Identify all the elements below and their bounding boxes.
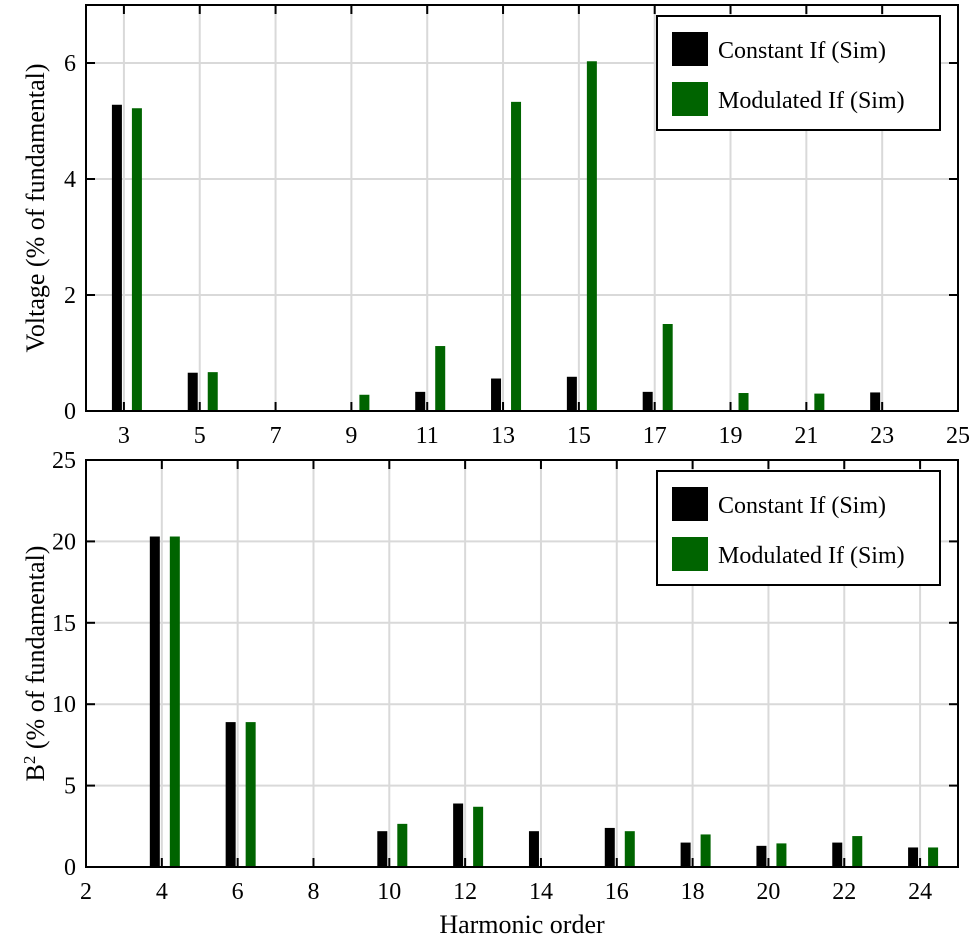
bar-modulated [435, 346, 446, 411]
x-tick-label: 22 [832, 879, 856, 905]
x-tick-label: 16 [605, 879, 629, 905]
bar-modulated [473, 806, 484, 867]
legend: Constant If (Sim) Modulated If (Sim) [656, 15, 941, 131]
chart-panel-1: 3 5 7 9 11 13 15 17 19 21 23 25 0 2 4 6 Voltage (% of fu… [21, 4, 969, 449]
y-tick-label: 0 [64, 399, 76, 425]
x-tick-label: 14 [529, 879, 553, 905]
x-tick-label: 8 [307, 879, 319, 905]
bar-constant [528, 831, 539, 867]
bar-modulated [928, 847, 939, 867]
bar-modulated [662, 324, 673, 411]
x-tick-label: 20 [756, 879, 780, 905]
bar-constant [415, 391, 426, 411]
x-tick-label: 24 [908, 879, 932, 905]
x-tick-label: 10 [377, 879, 401, 905]
plot-frame [85, 4, 959, 412]
legend-label: Modulated If (Sim) [718, 543, 905, 569]
x-tick-label: 2 [80, 879, 92, 905]
y-tick-label: 6 [64, 51, 76, 77]
x-tick-label: 6 [232, 879, 244, 905]
x-tick-label: 7 [270, 423, 282, 449]
bar-modulated [359, 394, 370, 411]
legend-label: Constant If (Sim) [718, 38, 886, 64]
bar-constant [566, 376, 577, 411]
legend-label: Modulated If (Sim) [718, 88, 905, 114]
bar-modulated [814, 393, 825, 411]
bar-constant [187, 372, 198, 411]
x-tick-label: 5 [194, 423, 206, 449]
bar-constant [491, 378, 502, 411]
bar-constant [642, 391, 653, 411]
y-tick-label: 0 [64, 855, 76, 881]
bar-constant [225, 722, 236, 867]
bar-modulated [624, 831, 635, 867]
x-tick-label: 11 [416, 423, 439, 449]
bar-constant [453, 803, 464, 867]
bar-modulated [852, 836, 863, 867]
y-tick-label: 5 [64, 774, 76, 800]
x-tick-label: 12 [453, 879, 477, 905]
y-tick-label: 25 [52, 448, 76, 474]
bar-constant [870, 392, 881, 411]
x-tick-label: 3 [118, 423, 130, 449]
legend-label: Constant If (Sim) [718, 493, 886, 519]
bar-constant [832, 842, 843, 867]
bar-modulated [397, 823, 408, 867]
y-tick-label: 10 [52, 692, 76, 718]
x-tick-label: 25 [946, 423, 969, 449]
legend-swatch [672, 537, 708, 571]
bar-constant [149, 536, 160, 867]
bar-constant [604, 827, 615, 867]
bar-constant [908, 847, 919, 867]
bar-modulated [207, 372, 218, 411]
bar-modulated [511, 101, 522, 412]
bar-constant [377, 831, 388, 867]
legend: Constant If (Sim) Modulated If (Sim) [656, 470, 941, 586]
x-tick-label: 17 [643, 423, 667, 449]
bar-modulated [700, 834, 711, 867]
bar-constant [756, 845, 767, 867]
legend-swatch [672, 487, 708, 521]
bar-modulated [131, 108, 142, 412]
bar-constant [680, 842, 691, 867]
plot-frame [85, 459, 959, 868]
x-tick-label: 13 [491, 423, 515, 449]
y-tick-label: 4 [64, 167, 76, 193]
x-tick-label: 19 [719, 423, 743, 449]
bar-constant [111, 104, 122, 411]
bar-modulated [738, 393, 749, 411]
x-tick-label: 15 [567, 423, 591, 449]
bar-modulated [586, 61, 597, 411]
y-tick-label: 15 [52, 611, 76, 637]
x-tick-label: 9 [345, 423, 357, 449]
y-tick-label: 20 [52, 529, 76, 555]
x-tick-label: 4 [156, 879, 168, 905]
y-axis-label: Voltage (% of fundamental) [21, 63, 50, 352]
y-tick-label: 2 [64, 283, 76, 309]
x-axis-label: Harmonic order [439, 910, 605, 937]
x-tick-label: 18 [681, 879, 705, 905]
y-axis-label: B2 (% of fundamental) [20, 546, 51, 782]
legend-swatch [672, 32, 708, 66]
bar-modulated [776, 843, 787, 867]
legend-swatch [672, 82, 708, 116]
bar-modulated [169, 536, 180, 867]
x-tick-label: 21 [794, 423, 818, 449]
bar-modulated [245, 722, 256, 867]
x-tick-label: 23 [870, 423, 894, 449]
